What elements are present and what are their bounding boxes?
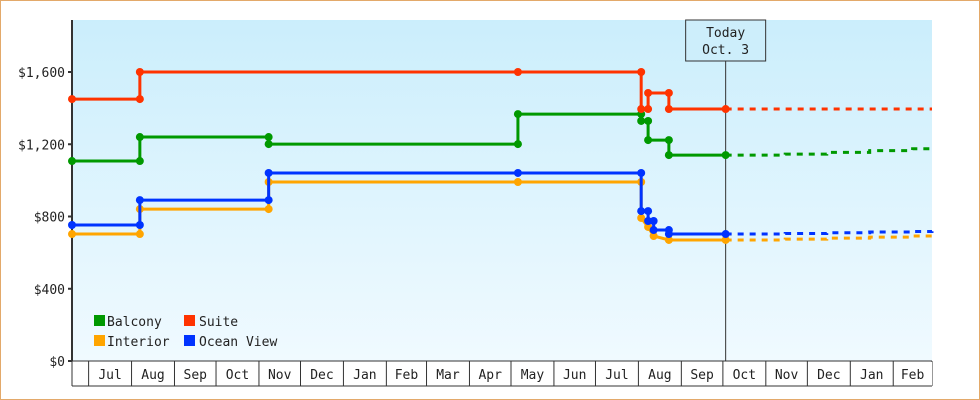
data-point-suite <box>644 105 653 114</box>
x-tick-label: Oct <box>226 368 249 383</box>
legend-label-interior: Interior <box>107 335 170 350</box>
x-tick-label: Mar <box>436 368 460 383</box>
data-point-ocean-view <box>637 207 646 216</box>
x-tick-label: Jan <box>860 368 883 383</box>
x-tick-label: Aug <box>141 368 164 383</box>
x-tick-label: Nov <box>775 368 799 383</box>
data-point-interior <box>721 235 730 244</box>
data-point-interior <box>264 205 273 214</box>
data-point-ocean-view <box>135 196 144 205</box>
y-tick-label: $800 <box>34 211 65 226</box>
data-point-suite <box>513 68 522 76</box>
today-label: Today <box>706 26 745 41</box>
data-point-suite <box>664 88 673 97</box>
data-point-interior <box>513 178 522 187</box>
legend: Balcony Suite Interior Ocean View <box>94 315 277 350</box>
data-point-suite <box>721 105 730 114</box>
forecast-line-ocean-view <box>725 229 934 236</box>
data-point-ocean-view <box>721 230 730 239</box>
data-point-suite <box>644 88 653 97</box>
data-point-balcony <box>664 136 673 145</box>
y-tick-label: $1,600 <box>18 66 65 81</box>
data-point-suite <box>664 105 673 114</box>
data-point-ocean-view <box>649 226 658 235</box>
data-point-balcony <box>644 116 653 125</box>
data-point-balcony <box>135 157 144 166</box>
data-point-ocean-view <box>644 207 653 216</box>
data-point-balcony <box>644 136 653 145</box>
data-point-ocean-view <box>637 168 646 177</box>
data-point-ocean-view <box>264 196 273 205</box>
legend-label-ocean-view: Ocean View <box>199 335 277 350</box>
data-point-balcony <box>68 157 76 166</box>
series-balcony <box>68 110 934 166</box>
x-axis-band <box>72 362 932 386</box>
legend-swatch-ocean-view <box>184 335 195 346</box>
data-point-balcony <box>264 133 273 142</box>
x-tick-label: Feb <box>901 368 925 383</box>
y-tick-label: $400 <box>34 283 65 298</box>
x-tick-label: Sep <box>690 368 714 383</box>
x-axis: Jul Aug Sep Oct Nov Dec Jan Feb Mar Apr May Jun Jul A… <box>71 360 933 387</box>
data-point-balcony <box>135 133 144 142</box>
x-tick-label: May <box>521 368 545 383</box>
data-point-suite <box>135 68 144 76</box>
data-point-suite <box>637 68 646 76</box>
y-tick-label: $1,200 <box>18 138 65 153</box>
legend-swatch-suite <box>184 315 195 326</box>
y-tick-label: $0 <box>49 355 65 370</box>
data-point-interior <box>637 213 646 222</box>
series-ocean-view <box>68 168 934 239</box>
x-tick-label: Nov <box>268 368 292 383</box>
x-tick-label: Sep <box>184 368 208 383</box>
data-point-ocean-view <box>68 220 76 229</box>
data-point-balcony <box>664 151 673 160</box>
legend-label-suite: Suite <box>199 315 238 330</box>
today-date: Oct. 3 <box>702 43 749 58</box>
data-point-balcony <box>637 116 646 125</box>
data-point-balcony <box>721 151 730 160</box>
series-group <box>68 68 934 244</box>
forecast-line-interior <box>725 234 934 242</box>
data-point-ocean-view <box>664 230 673 239</box>
x-tick-label: Jan <box>353 368 376 383</box>
data-point-suite <box>637 105 646 114</box>
x-tick-label: Jul <box>605 368 628 383</box>
x-tick-label: Apr <box>478 368 502 383</box>
data-point-ocean-view <box>135 220 144 229</box>
data-point-ocean-view <box>513 168 522 177</box>
data-point-ocean-view <box>644 217 653 226</box>
x-tick-label: Jun <box>563 368 586 383</box>
plot-area <box>72 20 932 361</box>
data-point-balcony <box>264 140 273 149</box>
data-point-interior <box>649 232 658 241</box>
x-tick-label: Jul <box>98 368 121 383</box>
x-tick-label: Oct <box>733 368 756 383</box>
data-point-balcony <box>513 110 522 119</box>
today-box <box>685 19 767 62</box>
forecast-line-balcony <box>725 147 934 157</box>
data-point-ocean-view <box>264 168 273 177</box>
y-axis: $0 $400 $800 $1,200 $1,600 <box>18 20 73 370</box>
x-tick-label: Dec <box>817 368 840 383</box>
data-point-ocean-view <box>649 217 658 226</box>
data-point-interior <box>664 235 673 244</box>
legend-label-balcony: Balcony <box>107 315 162 330</box>
data-point-balcony <box>513 140 522 149</box>
today-marker: Today Oct. 3 <box>685 19 767 361</box>
x-tick-label: Dec <box>310 368 333 383</box>
data-point-suite <box>135 95 144 104</box>
legend-swatch-interior <box>94 335 105 346</box>
data-point-suite <box>68 95 76 104</box>
x-tick-label: Aug <box>648 368 671 383</box>
x-tick-label: Feb <box>395 368 419 383</box>
data-point-interior <box>68 230 76 239</box>
series-suite <box>68 68 932 114</box>
data-point-interior <box>135 230 144 239</box>
legend-swatch-balcony <box>94 315 105 326</box>
